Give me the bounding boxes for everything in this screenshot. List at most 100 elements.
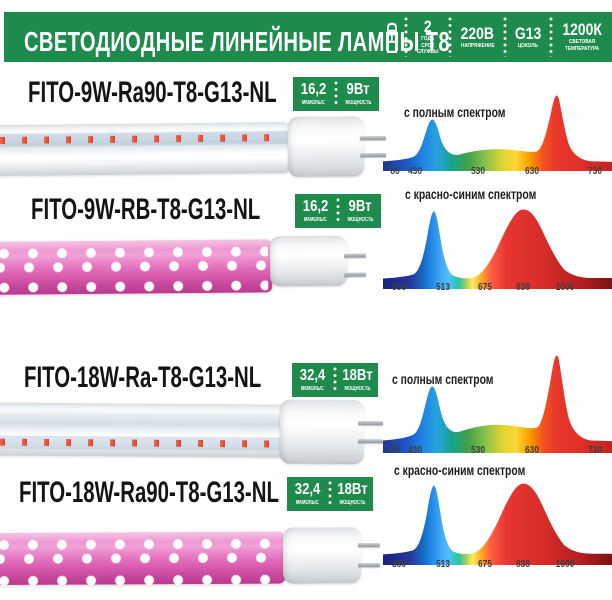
- lamp-image-pink-tube: [0, 523, 400, 600]
- badge-value: 1200К: [562, 20, 602, 40]
- header-badge-voltage: 220В НАПРЯЖЕНИЕ: [455, 12, 500, 62]
- product-fito-18w-ra: FITO-18W-Ra-T8-G13-NL 32,4 МКМОЛЬ/С 18Вт…: [0, 352, 612, 465]
- header-badges: LED 2 ГОДА СРОК СЛУЖБЫ 220В НАПРЯЖЕНИЕ G…: [384, 12, 608, 62]
- power-value: 9Вт: [346, 81, 371, 98]
- led-dot-row: [0, 537, 280, 552]
- led-dot-row: [0, 551, 283, 566]
- chart-label: с красно-синим спектром: [394, 462, 526, 478]
- power-unit: МОЩНОСТЬ: [345, 100, 372, 106]
- g13-pin: [344, 272, 367, 277]
- axis-tick: 730: [587, 444, 603, 456]
- axis-tick: 630: [524, 165, 540, 177]
- power-value: 18Вт: [337, 481, 368, 498]
- page-title: СВЕТОДИОДНЫЕ ЛИНЕЙНЫЕ ЛАМПЫ Т8: [24, 26, 450, 57]
- axis-tick: 513: [435, 281, 451, 293]
- dotted-divider: [548, 17, 553, 57]
- badge-label: НАПРЯЖЕНИЕ: [458, 43, 498, 50]
- flux-unit: МКМОЛЬ/С: [304, 217, 327, 223]
- axis-tick: 838: [515, 558, 531, 570]
- axis-tick: 1000: [555, 558, 575, 570]
- lamp-image-pink-tube: [0, 220, 396, 303]
- spec-badge: 16,2 МКМОЛЬ/С 9Вт МОЩНОСТЬ: [295, 194, 381, 228]
- axis-tick: 675: [477, 558, 493, 570]
- power-unit: МОЩНОСТЬ: [347, 217, 374, 223]
- led-dot-row: [0, 245, 268, 260]
- flux-value: 16,2: [302, 198, 329, 215]
- dotted-divider: [448, 17, 453, 57]
- spectrum-curve: [383, 95, 612, 171]
- flux-value: 16,2: [300, 81, 327, 98]
- g13-pin: [357, 439, 383, 444]
- g13-pin: [358, 421, 384, 426]
- header-badge-lifespan: 2 ГОДА СРОК СЛУЖБЫ: [411, 12, 445, 62]
- power-unit: МОЩНОСТЬ: [344, 386, 371, 392]
- power-value: 9Вт: [348, 198, 373, 215]
- badge-label-line: СВЕТОВАЯ: [568, 39, 595, 46]
- spectrum-chart-full: с полным спектром 80 43: [383, 352, 612, 460]
- lamp-tube: [0, 122, 291, 177]
- lamp-end-cap: [287, 116, 365, 178]
- badge-label-line: ТЕМПЕРАТУРА: [564, 46, 599, 52]
- spec-power: 18Вт МОЩНОСТЬ: [332, 477, 373, 511]
- power-unit: МОЩНОСТЬ: [339, 500, 366, 506]
- axis-tick: 350: [391, 281, 407, 293]
- axis-tick: 513: [435, 558, 451, 570]
- badge-value: 2: [424, 17, 432, 37]
- spectrum-curve: [383, 483, 612, 565]
- spectrum-chart-red-blue: с красно-синим спектром: [383, 186, 612, 302]
- flux-value: 32,4: [294, 481, 321, 498]
- product-name: FITO-9W-RB-T8-G13-NL: [31, 193, 261, 226]
- header-badge-color-temp: 1200К СВЕТОВАЯ ТЕМПЕРАТУРА: [556, 12, 608, 62]
- axis-tick: 630: [524, 444, 540, 456]
- spec-flux: 32,4 МКМОЛЬ/С: [287, 477, 328, 511]
- dotted-divider: [336, 198, 340, 224]
- badge-label-line: НАПРЯЖЕНИЕ: [460, 42, 495, 49]
- x-axis: 80 430 530 630 730: [383, 165, 612, 179]
- axis-tick: 430: [407, 444, 423, 456]
- spec-flux: 32,4 МКМОЛЬ/С: [292, 363, 333, 397]
- dotted-divider: [328, 481, 332, 507]
- g13-pin: [343, 253, 366, 258]
- badge-label-line: ГОДА: [421, 36, 435, 43]
- flux-unit: МКМОЛЬ/С: [301, 386, 324, 392]
- lamp-image-clear-tube: [0, 114, 390, 182]
- g13-pin: [357, 543, 380, 548]
- spec-power: 9Вт МОЩНОСТЬ: [338, 77, 379, 111]
- product-fito-9w-rb: FITO-9W-RB-T8-G13-NL 16,2 МКМОЛЬ/С 9Вт М…: [0, 186, 612, 302]
- product-name: FITO-18W-Ra-T8-G13-NL: [24, 361, 262, 394]
- header-bar: СВЕТОДИОДНЫЕ ЛИНЕЙНЫЕ ЛАМПЫ Т8 LED 2 ГОД…: [4, 12, 612, 62]
- spectrum-chart-full: с полным спектром 80 43: [383, 86, 612, 182]
- lamp-end-cap: [269, 235, 348, 287]
- x-axis: 350 513 675 838 1000: [383, 558, 612, 572]
- chart-label: с полным спектром: [392, 371, 494, 387]
- chart-label: с полным спектром: [404, 104, 506, 120]
- badge-label-line: ЦОКОЛЬ: [517, 42, 538, 49]
- axis-tick: 675: [477, 281, 493, 293]
- product-fito-9w-ra90: FITO-9W-Ra90-T8-G13-NL 16,2 МКМОЛЬ/С 9Вт…: [0, 76, 612, 186]
- x-axis: 80 430 530 630 730: [383, 444, 612, 458]
- spec-power: 18Вт МОЩНОСТЬ: [337, 363, 378, 397]
- spec-badge: 32,4 МКМОЛЬ/С 18Вт МОЩНОСТЬ: [292, 363, 378, 397]
- led-dot-row: [0, 573, 281, 588]
- badge-label-line: СЛУЖБЫ: [417, 49, 439, 56]
- badge-value: G13: [514, 23, 541, 43]
- dotted-divider: [404, 17, 409, 57]
- axis-tick: 530: [470, 444, 486, 456]
- axis-tick: 730: [587, 165, 603, 177]
- g13-pin: [358, 563, 381, 568]
- dotted-divider: [333, 367, 337, 393]
- badge-label-line: СРОК: [421, 42, 435, 49]
- led-logo: LED: [384, 20, 402, 54]
- spectrum-curve: [383, 355, 612, 453]
- x-axis: 350 513 675 838 1000: [383, 281, 612, 295]
- dotted-divider: [334, 81, 338, 107]
- led-dot-row: [0, 259, 271, 274]
- lamp-end-cap: [282, 527, 362, 584]
- axis-tick: 530: [470, 165, 486, 177]
- badge-label: ГОДА СРОК СЛУЖБЫ: [415, 36, 440, 56]
- flux-value: 32,4: [299, 367, 326, 384]
- spec-badge: 16,2 МКМОЛЬ/С 9Вт МОЩНОСТЬ: [293, 77, 379, 111]
- spectrum-chart-red-blue: с красно-синим спектром: [383, 460, 612, 578]
- badge-value: 220В: [460, 23, 494, 43]
- axis-tick: 1000: [555, 281, 575, 293]
